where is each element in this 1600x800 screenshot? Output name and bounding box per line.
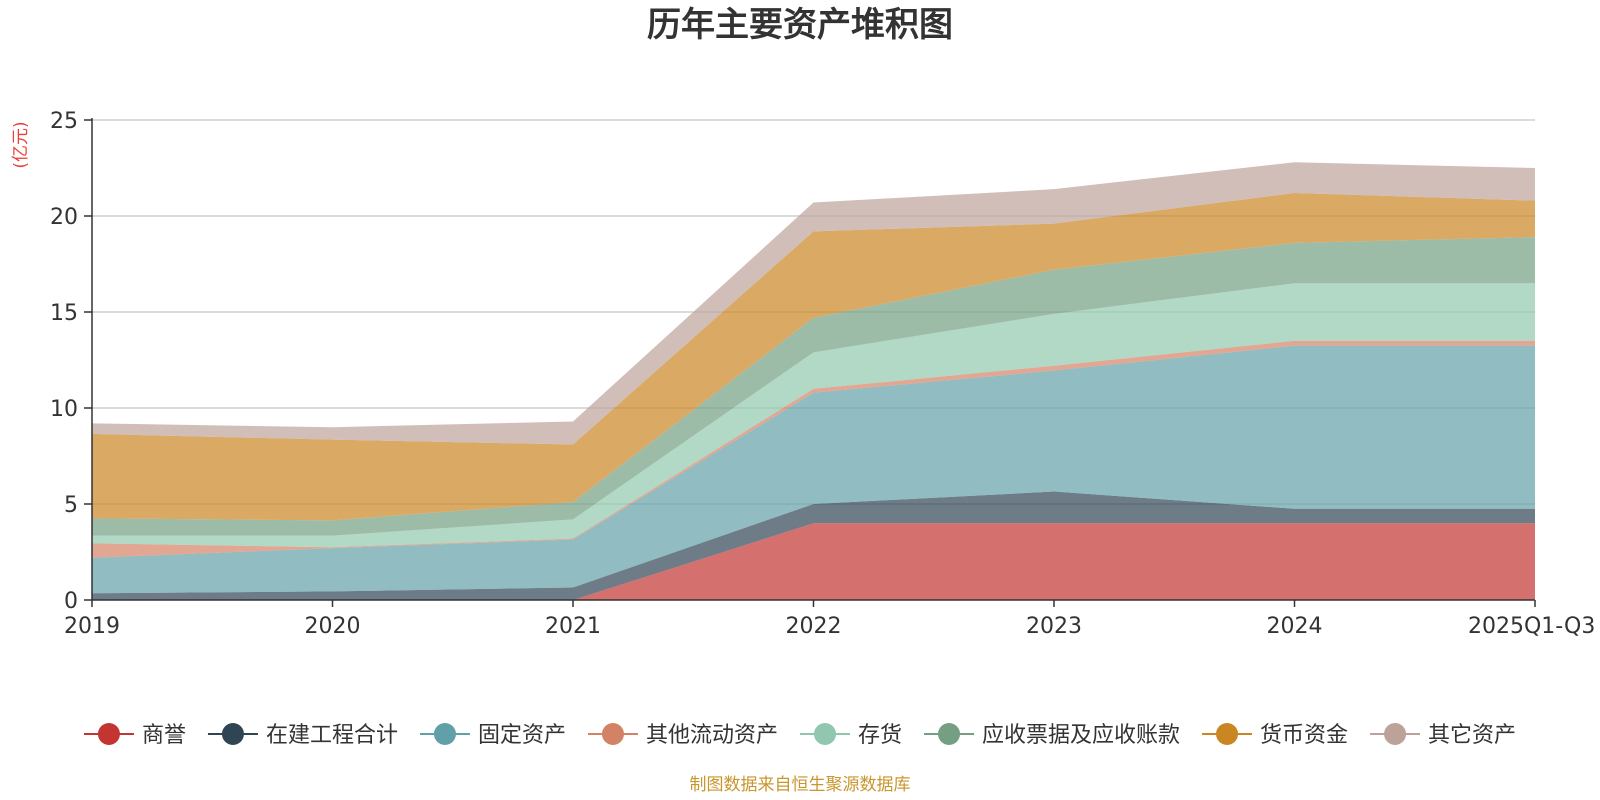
legend-marker-icon (1216, 723, 1239, 745)
area-series-layer (92, 162, 1535, 600)
y-tick-label: 15 (50, 301, 78, 326)
legend-item-7[interactable]: 其它资产 (1370, 723, 1516, 748)
legend-label: 应收票据及应收账款 (982, 723, 1180, 748)
x-tick-label: 2020 (305, 614, 361, 639)
x-tick-label: 2025Q1-Q3 (1468, 614, 1595, 639)
area-series-6 (92, 192, 1535, 521)
legend-label: 商誉 (142, 723, 186, 748)
legend-item-3[interactable]: 其他流动资产 (587, 723, 778, 748)
area-series-2 (92, 345, 1535, 594)
area-series-1 (92, 491, 1535, 600)
y-tick-label: 20 (50, 205, 78, 230)
axes: 0 5 10 15 20 25 2019 2020 2021 2022 2023 2024 2025Q1… (50, 109, 1595, 639)
legend-item-4[interactable]: 存货 (800, 723, 902, 748)
area-series-4 (92, 283, 1535, 548)
legend-marker-icon (601, 723, 624, 745)
y-tick-label: 10 (50, 397, 78, 422)
y-axis-unit-label: (亿元) (11, 121, 31, 168)
legend-marker-icon (433, 723, 456, 745)
x-tick-label: 2023 (1026, 614, 1082, 639)
area-series-7 (92, 162, 1535, 445)
legend-label: 固定资产 (478, 723, 566, 748)
x-tick-label: 2022 (786, 614, 842, 639)
legend-item-0[interactable]: 商誉 (83, 723, 186, 748)
x-tick-label: 2024 (1267, 614, 1323, 639)
y-tick-label: 0 (64, 589, 78, 614)
data-source-note: 制图数据来自恒生聚源数据库 (690, 775, 911, 795)
legend-marker-icon (97, 723, 120, 745)
area-series-0 (92, 523, 1535, 600)
area-series-5 (92, 237, 1535, 536)
legend-label: 货币资金 (1260, 723, 1348, 748)
x-tick-label: 2019 (64, 614, 120, 639)
legend-label: 在建工程合计 (266, 723, 398, 748)
chart-title: 历年主要资产堆积图 (647, 5, 953, 45)
y-tick-label: 25 (50, 109, 78, 134)
legend[interactable]: 商誉 在建工程合计 固定资产 其他流动资产 存货 应收票据及应收账款 货币资金 其它资产 (83, 723, 1516, 748)
legend-label: 其它资产 (1428, 723, 1516, 748)
legend-item-5[interactable]: 应收票据及应收账款 (924, 723, 1180, 748)
y-tick-label: 5 (64, 493, 78, 518)
legend-marker-icon (938, 723, 961, 745)
legend-marker-icon (1384, 723, 1407, 745)
legend-item-2[interactable]: 固定资产 (419, 723, 566, 748)
legend-item-6[interactable]: 货币资金 (1202, 723, 1348, 748)
x-tick-label: 2021 (545, 614, 601, 639)
legend-item-1[interactable]: 在建工程合计 (207, 723, 398, 748)
legend-label: 存货 (858, 723, 902, 748)
legend-label: 其他流动资产 (646, 723, 778, 748)
legend-marker-icon (221, 723, 244, 745)
legend-marker-icon (814, 723, 836, 745)
